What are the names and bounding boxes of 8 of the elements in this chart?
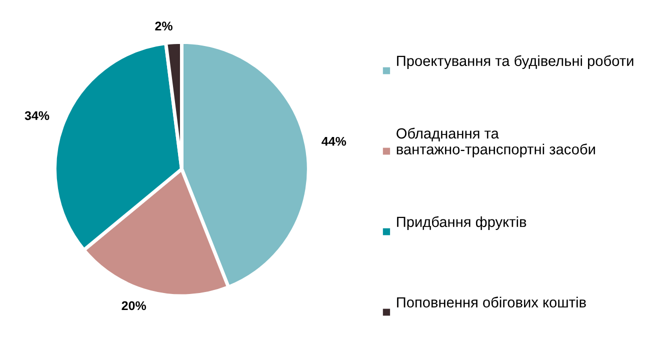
data-label: 34% [24, 111, 50, 120]
legend-label: Поповнення обігових коштів [397, 296, 586, 308]
legend-label: Придбання фруктів [397, 216, 526, 230]
data-label: 20% [122, 301, 146, 310]
data-label: 44% [322, 136, 346, 146]
data-label: 2% [155, 22, 172, 30]
legend-label: Проектування та будівельні роботи [397, 55, 634, 69]
legend-label: Обладнання та вантажно-транспортні засоби [396, 128, 595, 158]
